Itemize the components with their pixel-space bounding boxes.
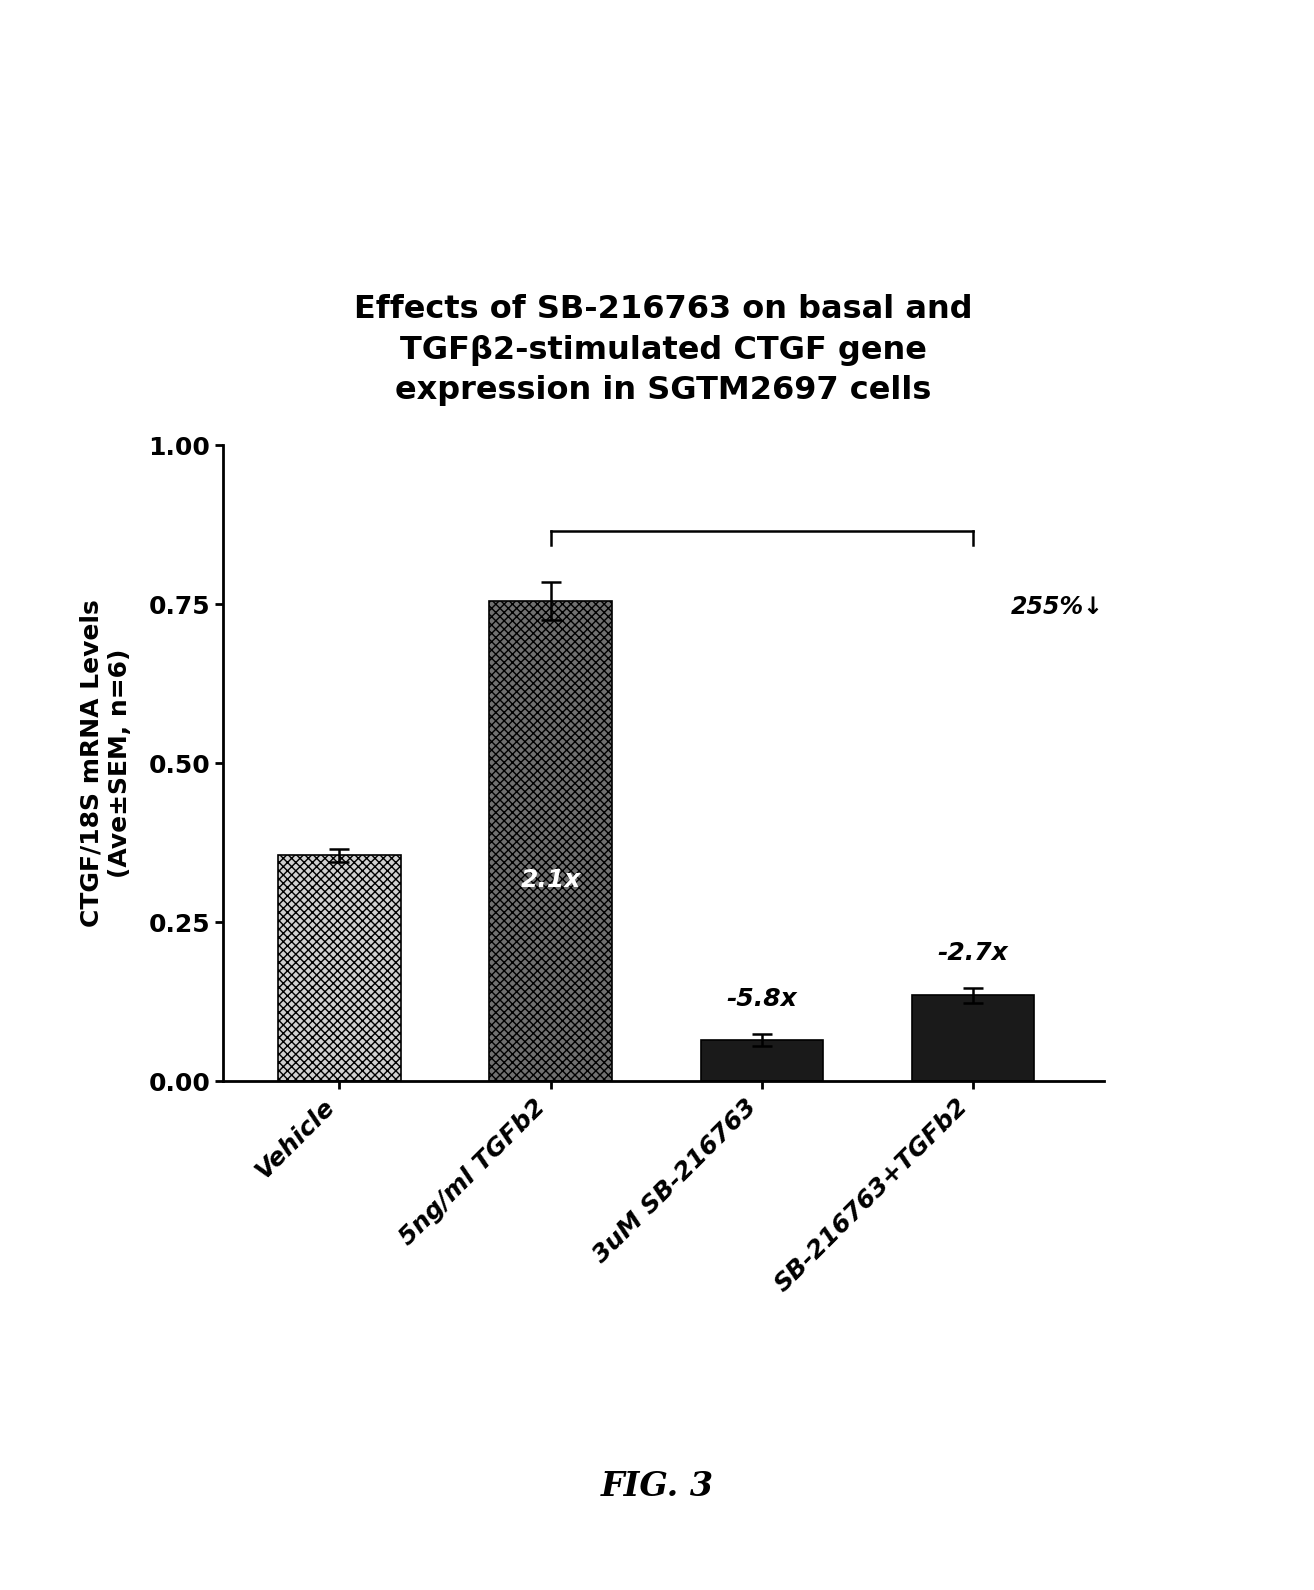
Bar [912,995,1034,1081]
Title: Effects of SB-216763 on basal and
TGFβ2-stimulated CTGF gene
expression in SGTM2: Effects of SB-216763 on basal and TGFβ2-… [355,294,972,407]
Text: FIG. 3: FIG. 3 [600,1469,714,1503]
Text: -5.8x: -5.8x [727,987,798,1011]
Bar [279,855,401,1081]
Text: 2.1x: 2.1x [520,868,581,892]
Bar [489,601,612,1081]
Y-axis label: CTGF/18S mRNA Levels
(Ave±SEM, n=6): CTGF/18S mRNA Levels (Ave±SEM, n=6) [80,599,131,927]
Bar [700,1040,823,1081]
Text: -2.7x: -2.7x [937,941,1008,965]
Text: 255%↓: 255%↓ [1010,595,1104,620]
